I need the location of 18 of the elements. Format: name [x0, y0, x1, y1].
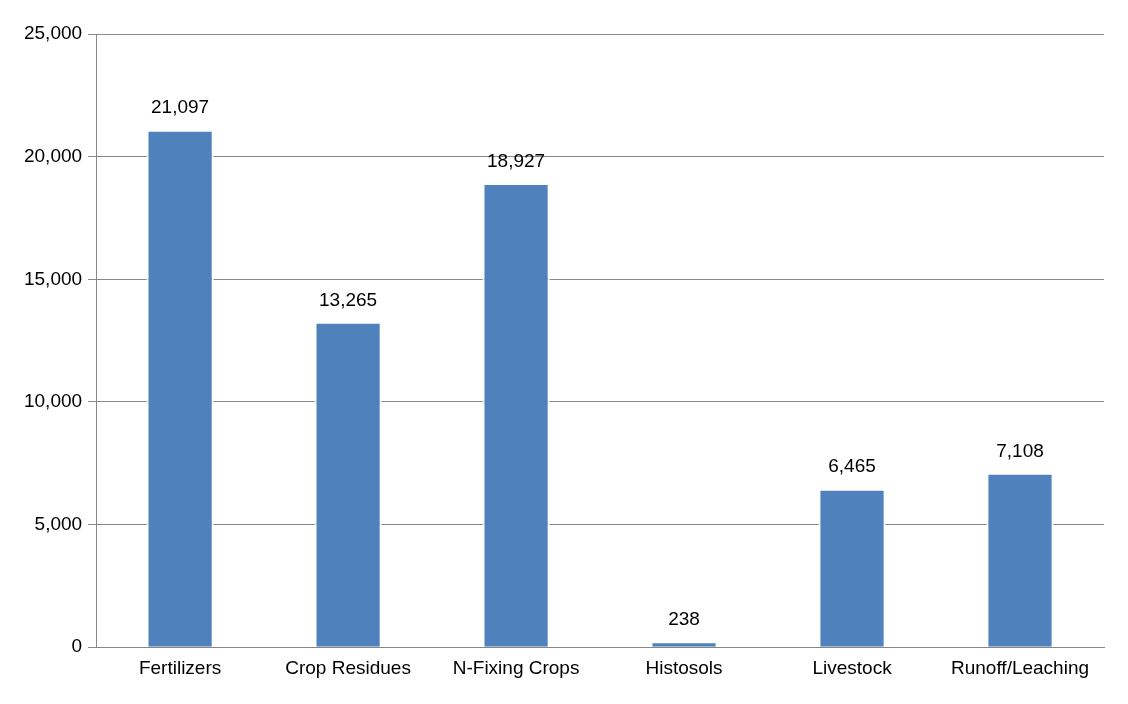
y-tick-label: 25,000 — [23, 22, 83, 44]
y-tick-label: 10,000 — [23, 390, 83, 412]
data-label: 21,097 — [151, 96, 210, 118]
x-tick-label: Histosols — [645, 656, 723, 678]
x-tick-label: Fertilizers — [138, 656, 222, 678]
data-label: 18,927 — [487, 149, 546, 171]
y-tick-label: 0 — [71, 635, 83, 657]
data-label: 13,265 — [319, 288, 378, 310]
y-tick-label: 5,000 — [34, 512, 83, 534]
y-tick-label: 20,000 — [23, 144, 83, 166]
data-label: 238 — [668, 608, 700, 630]
data-label: 6,465 — [828, 455, 876, 477]
x-tick-label: Crop Residues — [285, 656, 411, 678]
y-tick-label: 15,000 — [23, 267, 83, 289]
x-tick-label: Livestock — [812, 656, 893, 678]
data-label: 7,108 — [996, 439, 1044, 461]
x-tick-label: N-Fixing Crops — [452, 656, 580, 678]
x-tick-label: Runoff/Leaching — [950, 656, 1090, 678]
